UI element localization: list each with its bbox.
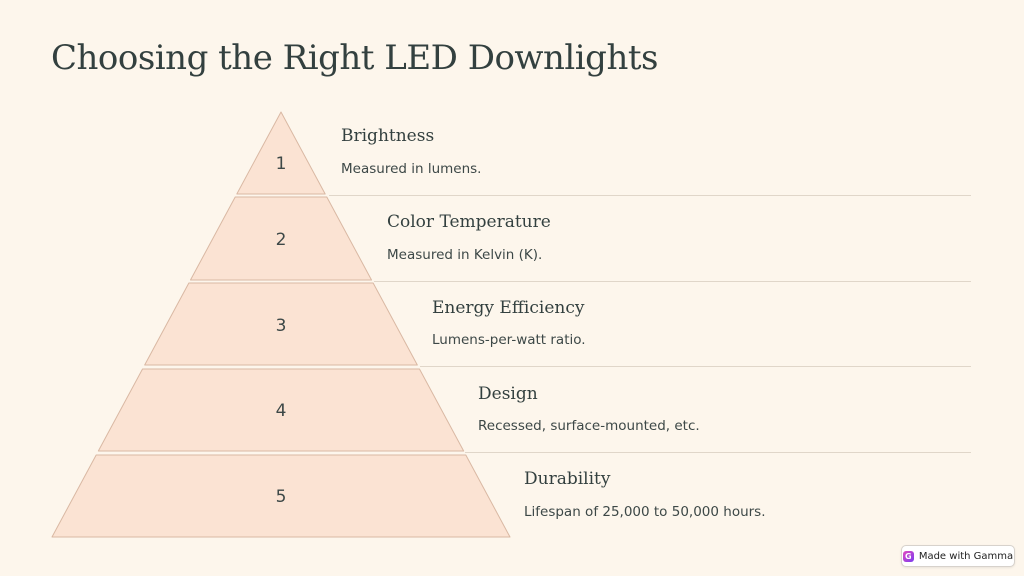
tier-number: 5 — [275, 487, 287, 507]
tier-description: Lifespan of 25,000 to 50,000 hours. — [524, 504, 766, 520]
pyramid-tier-1 — [236, 111, 326, 195]
tier-title: Color Temperature — [387, 212, 551, 232]
tier-divider — [374, 281, 971, 282]
tier-description: Lumens-per-watt ratio. — [432, 332, 586, 348]
tier-title: Brightness — [341, 126, 435, 146]
page-title: Choosing the Right LED Downlights — [51, 38, 658, 78]
tier-description: Measured in lumens. — [341, 161, 482, 177]
made-with-gamma-badge[interactable]: G Made with Gamma — [901, 545, 1015, 567]
tier-title: Durability — [524, 469, 611, 489]
tier-description: Recessed, surface-mounted, etc. — [478, 418, 700, 434]
pyramid-tier-5 — [51, 454, 511, 538]
tier-number: 4 — [275, 401, 287, 421]
tier-number: 1 — [275, 154, 287, 174]
pyramid-tier-4 — [97, 368, 465, 452]
gamma-logo-icon: G — [902, 550, 914, 562]
badge-label: Made with Gamma — [918, 550, 1014, 562]
tier-title: Energy Efficiency — [432, 298, 585, 318]
tier-title: Design — [478, 384, 538, 404]
tier-number: 3 — [275, 316, 287, 336]
tier-divider — [465, 452, 971, 453]
tier-divider — [420, 366, 971, 367]
pyramid-tier-3 — [144, 282, 418, 366]
pyramid-tier-2 — [189, 196, 373, 281]
tier-number: 2 — [275, 230, 287, 250]
tier-divider — [329, 195, 971, 196]
tier-description: Measured in Kelvin (K). — [387, 247, 543, 263]
